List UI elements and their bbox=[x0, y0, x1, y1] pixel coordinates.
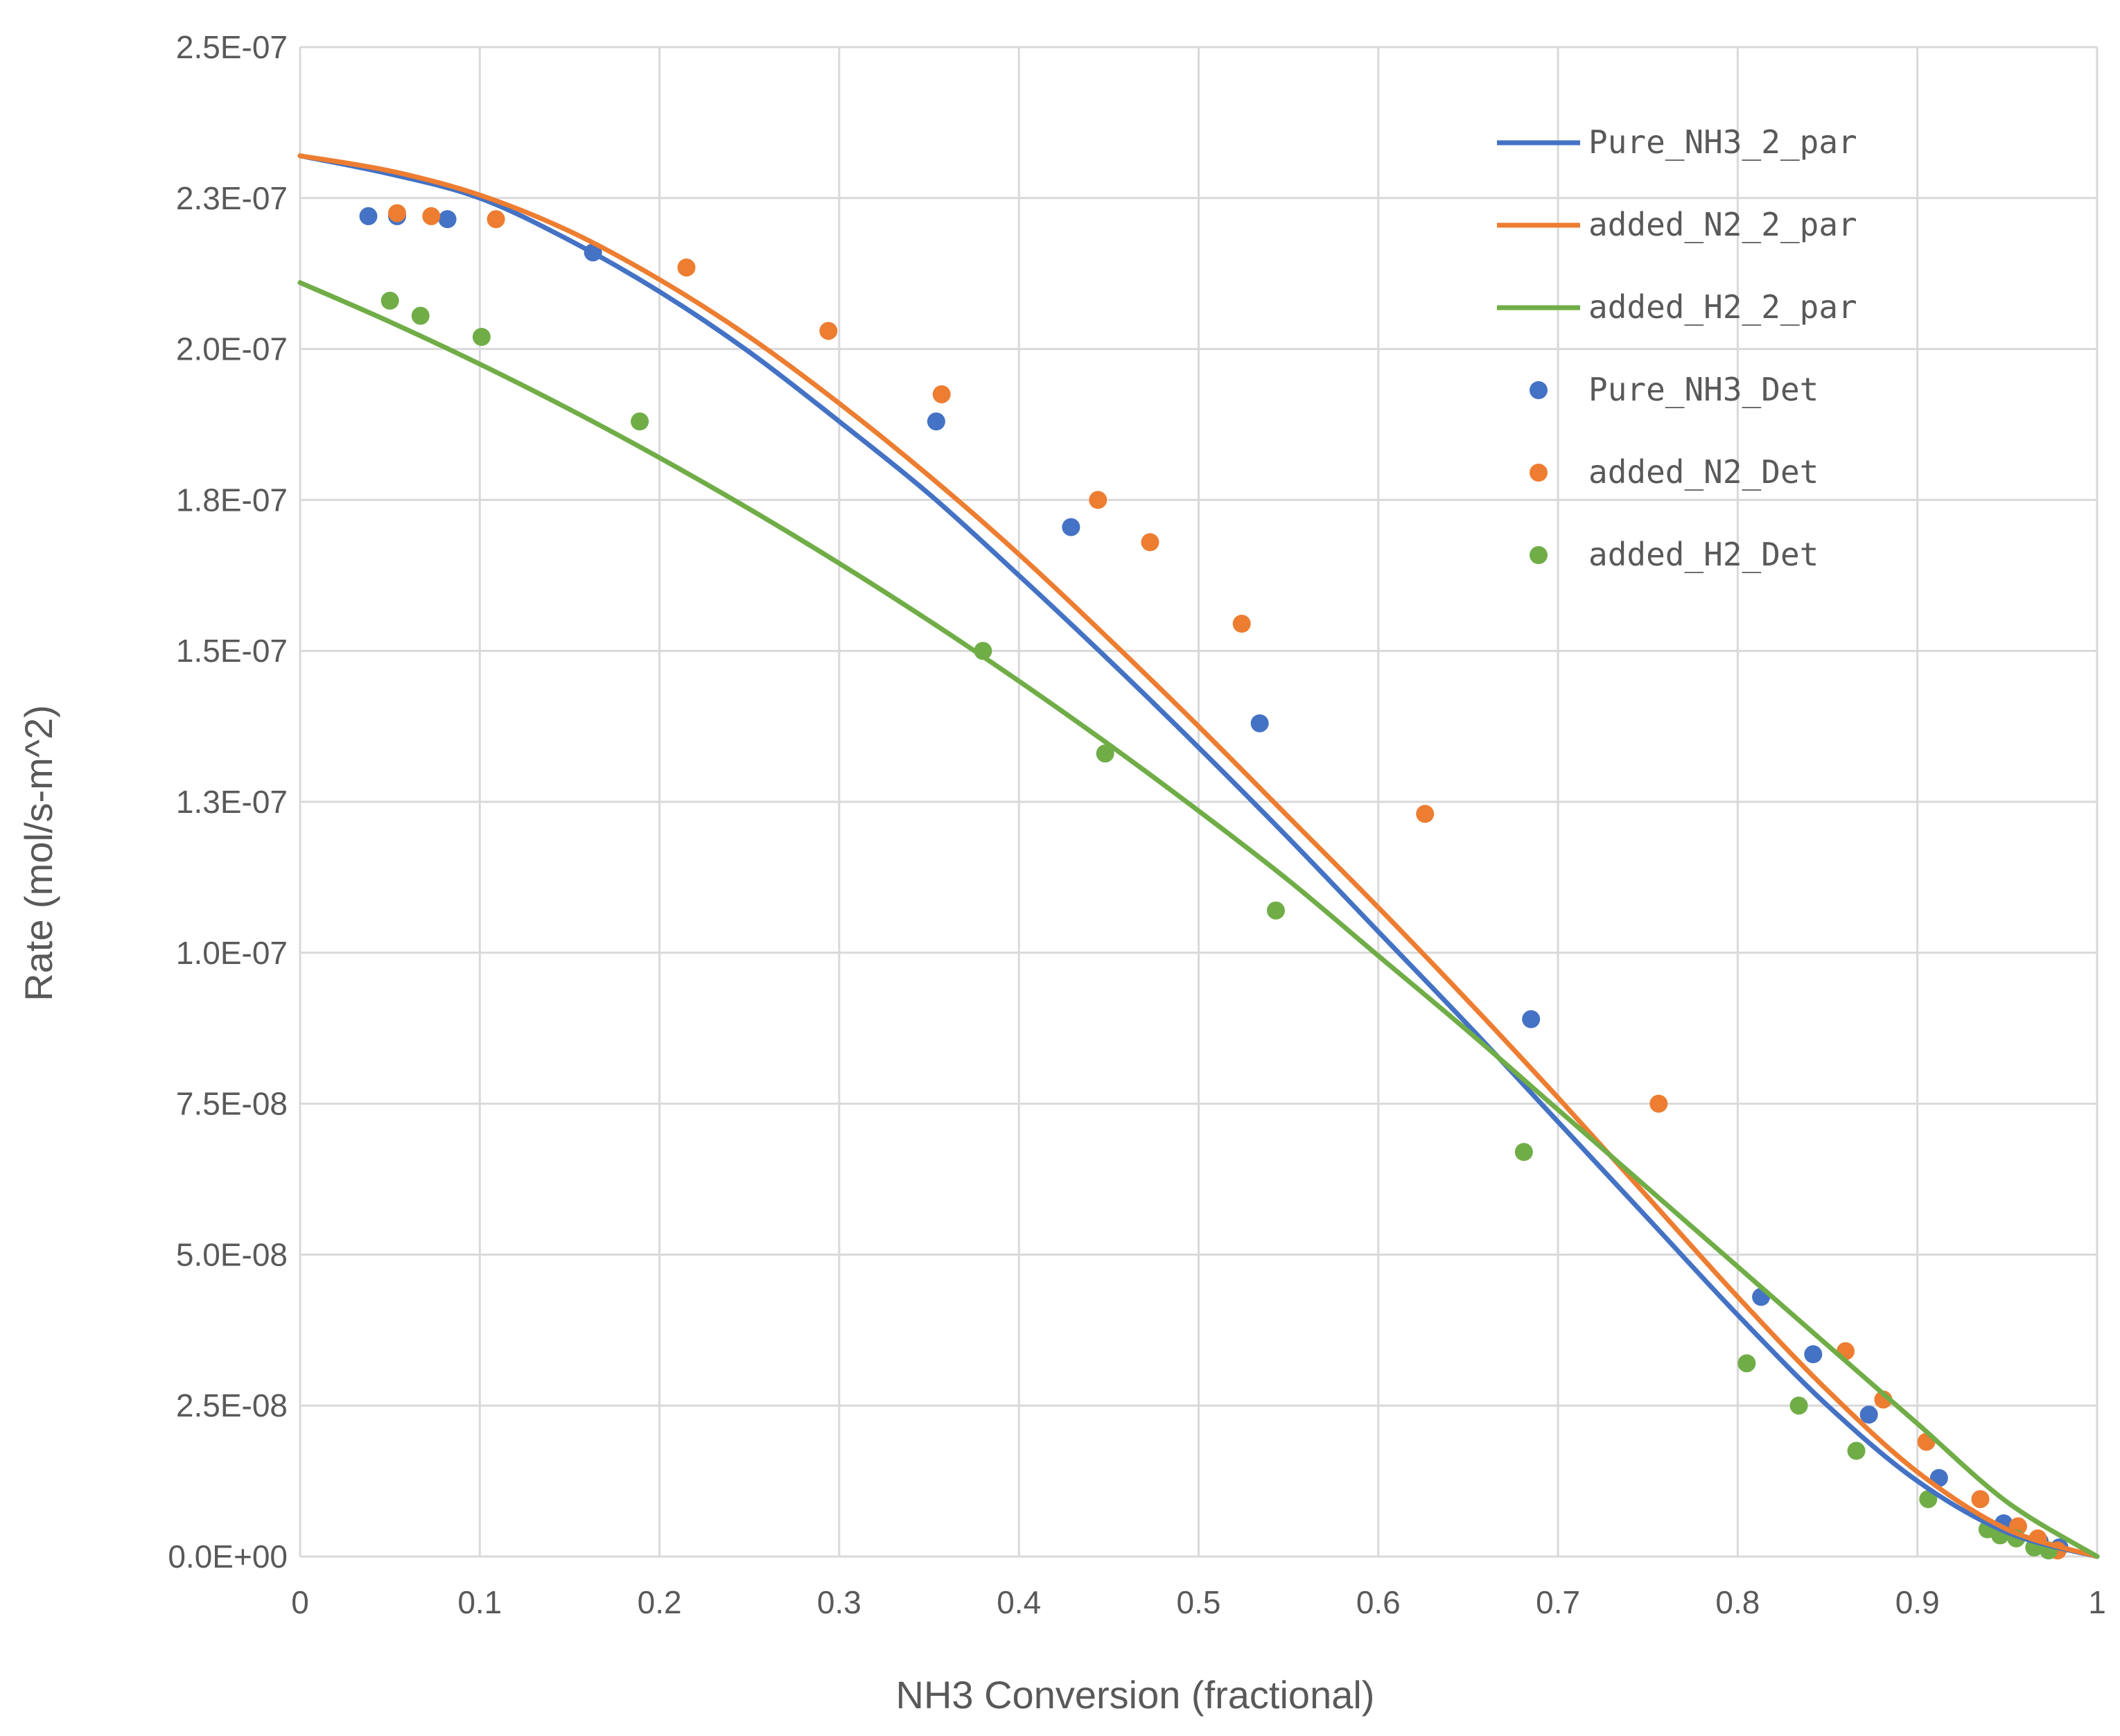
data-point bbox=[1522, 1010, 1541, 1028]
legend-label: Pure_NH3_2_par bbox=[1588, 123, 1857, 161]
data-point bbox=[1859, 1405, 1878, 1424]
series-Pure_NH3_Det bbox=[359, 207, 2069, 1557]
y-tick-label: 0.0E+00 bbox=[168, 1538, 288, 1575]
series-line-added_H2_2_par bbox=[297, 280, 2100, 1559]
data-point bbox=[932, 385, 951, 403]
x-tick-label: 0.8 bbox=[1715, 1584, 1760, 1620]
data-point bbox=[472, 328, 491, 347]
legend-label: added_H2_Det bbox=[1588, 536, 1819, 573]
data-point bbox=[380, 291, 399, 310]
data-point bbox=[819, 322, 838, 340]
data-point bbox=[1737, 1354, 1756, 1373]
y-tick-label: 7.5E-08 bbox=[176, 1086, 288, 1122]
y-tick-label: 2.0E-07 bbox=[176, 331, 288, 367]
y-tick-label: 1.5E-07 bbox=[176, 633, 288, 669]
y-tick-label: 2.3E-07 bbox=[176, 180, 288, 216]
data-point bbox=[1847, 1441, 1866, 1460]
x-tick-label: 0.6 bbox=[1356, 1584, 1401, 1620]
tick-layer: 0 0.1 0.2 0.3 0.4 0.5 0.6 0.7 0.8 0.9 1 0.0E+00 2.5E… bbox=[168, 29, 2105, 1620]
y-tick-label: 1.3E-07 bbox=[176, 784, 288, 820]
data-point bbox=[359, 207, 378, 225]
x-tick-label: 0.7 bbox=[1536, 1584, 1580, 1620]
x-tick-label: 0.1 bbox=[457, 1584, 502, 1620]
data-point bbox=[1232, 614, 1251, 633]
data-point bbox=[422, 207, 441, 225]
data-point bbox=[1804, 1345, 1823, 1364]
data-point bbox=[1089, 491, 1107, 509]
legend-item: Pure_NH3_Det bbox=[1530, 371, 1819, 408]
data-point bbox=[1971, 1490, 1990, 1509]
legend-item: Pure_NH3_2_par bbox=[1497, 123, 1857, 161]
data-point bbox=[1919, 1490, 1938, 1509]
grid-layer bbox=[299, 46, 2099, 1558]
data-point bbox=[677, 258, 696, 277]
data-point bbox=[631, 412, 649, 431]
legend-item: added_H2_2_par bbox=[1497, 288, 1857, 326]
x-tick-label: 0.9 bbox=[1895, 1584, 1940, 1620]
data-point bbox=[1141, 533, 1159, 552]
x-tick-label: 0.2 bbox=[638, 1584, 682, 1620]
legend: Pure_NH3_2_par added_N2_2_par added_H2_2_p… bbox=[1497, 123, 1857, 573]
y-tick-label: 1.0E-07 bbox=[176, 935, 288, 971]
legend-label: added_N2_Det bbox=[1588, 453, 1819, 491]
legend-marker-swatch bbox=[1530, 381, 1548, 399]
series-line-added_N2_2_par bbox=[297, 153, 2100, 1559]
data-point bbox=[487, 210, 505, 229]
legend-marker-swatch bbox=[1530, 464, 1548, 482]
x-tick-label: 0.4 bbox=[997, 1584, 1041, 1620]
data-point bbox=[388, 204, 407, 222]
data-point bbox=[1416, 805, 1435, 823]
x-tick-label: 0.3 bbox=[817, 1584, 861, 1620]
x-tick-label: 0.5 bbox=[1177, 1584, 1221, 1620]
data-point bbox=[1789, 1396, 1808, 1415]
data-point bbox=[1062, 518, 1080, 536]
data-point bbox=[1250, 714, 1269, 733]
y-tick-label: 5.0E-08 bbox=[176, 1236, 288, 1272]
legend-item: added_N2_2_par bbox=[1497, 206, 1857, 243]
y-tick-label: 2.5E-07 bbox=[176, 29, 288, 65]
legend-marker-swatch bbox=[1530, 546, 1548, 564]
x-tick-label: 0 bbox=[291, 1584, 309, 1620]
x-axis-title: NH3 Conversion (fractional) bbox=[896, 1673, 1375, 1717]
legend-label: added_H2_2_par bbox=[1588, 288, 1857, 326]
data-point bbox=[927, 412, 945, 431]
data-point bbox=[1266, 901, 1285, 920]
data-point bbox=[411, 306, 430, 325]
legend-label: added_N2_2_par bbox=[1588, 206, 1857, 243]
data-point bbox=[438, 210, 457, 229]
series-added_N2_Det bbox=[388, 204, 2067, 1560]
y-axis-title: Rate (mol/s-m^2) bbox=[17, 705, 60, 1001]
data-point bbox=[1096, 744, 1114, 763]
x-tick-label: 1 bbox=[2088, 1584, 2106, 1620]
y-tick-label: 1.8E-07 bbox=[176, 482, 288, 518]
data-point bbox=[1649, 1094, 1668, 1113]
series-line-Pure_NH3_2_par bbox=[297, 153, 2100, 1559]
y-tick-label: 2.5E-08 bbox=[176, 1387, 288, 1423]
series-layer bbox=[297, 153, 2100, 1560]
data-point bbox=[1514, 1143, 1533, 1161]
legend-item: added_H2_Det bbox=[1530, 536, 1819, 573]
legend-label: Pure_NH3_Det bbox=[1588, 371, 1819, 408]
legend-item: added_N2_Det bbox=[1530, 453, 1819, 491]
